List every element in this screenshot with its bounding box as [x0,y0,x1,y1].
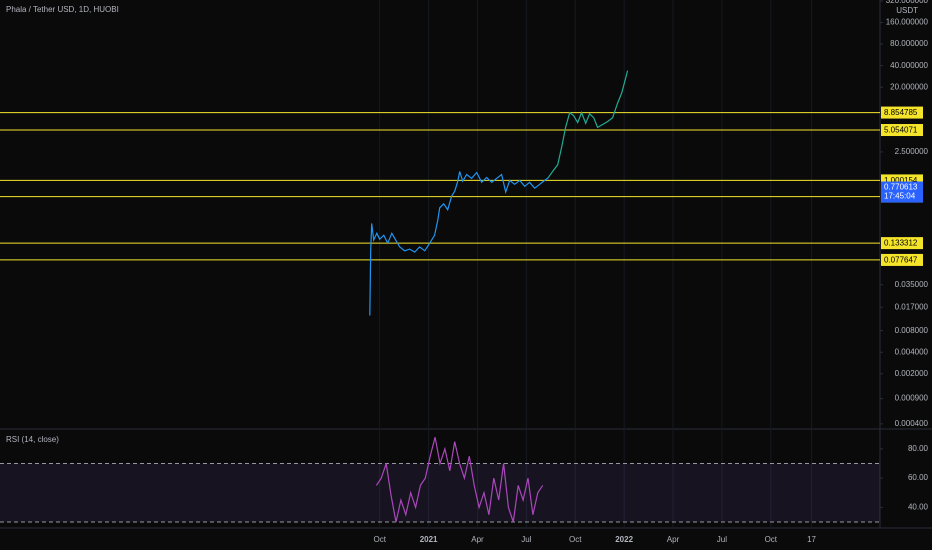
y-tick-label: 0.002000 [895,369,929,378]
y-tick-label: 160.000000 [886,18,929,27]
y-tick-label: 0.000400 [895,419,929,428]
y-tick-label: 20.000000 [890,82,928,91]
level-label-box [881,124,923,137]
y-tick-label: 80.00 [908,444,929,453]
level-label: 1.000154 [884,176,918,185]
x-tick-label: Oct [765,535,778,544]
x-tick-label: Jul [717,535,727,544]
y-tick-label: 2.500000 [895,147,929,156]
level-label-box [881,237,923,250]
x-tick-label: Oct [569,535,582,544]
price-line [369,171,549,316]
current-price-box [881,181,923,203]
pane-title: RSI (14, close) [6,435,59,444]
level-label-box [881,253,923,266]
y-tick-label: 60.00 [908,473,929,482]
y-tick-label: 0.004000 [895,347,929,356]
y-tick-label: 80.000000 [890,39,928,48]
y-tick-label: 40.000000 [890,61,928,70]
y-tick-label: 40.00 [908,502,929,511]
pane-title: Phala / Tether USD, 1D, HUOBI [6,5,119,14]
x-tick-label: Oct [373,535,386,544]
y-tick-label: 0.035000 [895,280,929,289]
y-tick-label: 0.008000 [895,326,929,335]
rsi-band-fill [0,463,880,523]
level-label: 0.077647 [884,256,918,265]
level-label: 8.854785 [884,108,918,117]
y-tick-label: 0.017000 [895,302,929,311]
level-label: 5.054071 [884,126,918,135]
x-tick-label: Apr [667,535,680,544]
axis-unit: USDT [896,6,918,15]
price-line [375,437,544,523]
countdown-label: 17:45:04 [884,192,916,201]
y-tick-label: 320.000000 [886,0,929,5]
current-price-label: 0.770613 [884,183,918,192]
x-tick-label: Jul [521,535,531,544]
level-label-box [881,106,923,119]
y-tick-label: 0.000900 [895,394,929,403]
x-tick-label: 17 [807,535,816,544]
x-tick-label: Apr [471,535,484,544]
price-line [547,70,629,179]
x-tick-label: 2022 [615,535,633,544]
x-tick-label: 2021 [420,535,438,544]
level-label: 0.133312 [884,239,918,248]
